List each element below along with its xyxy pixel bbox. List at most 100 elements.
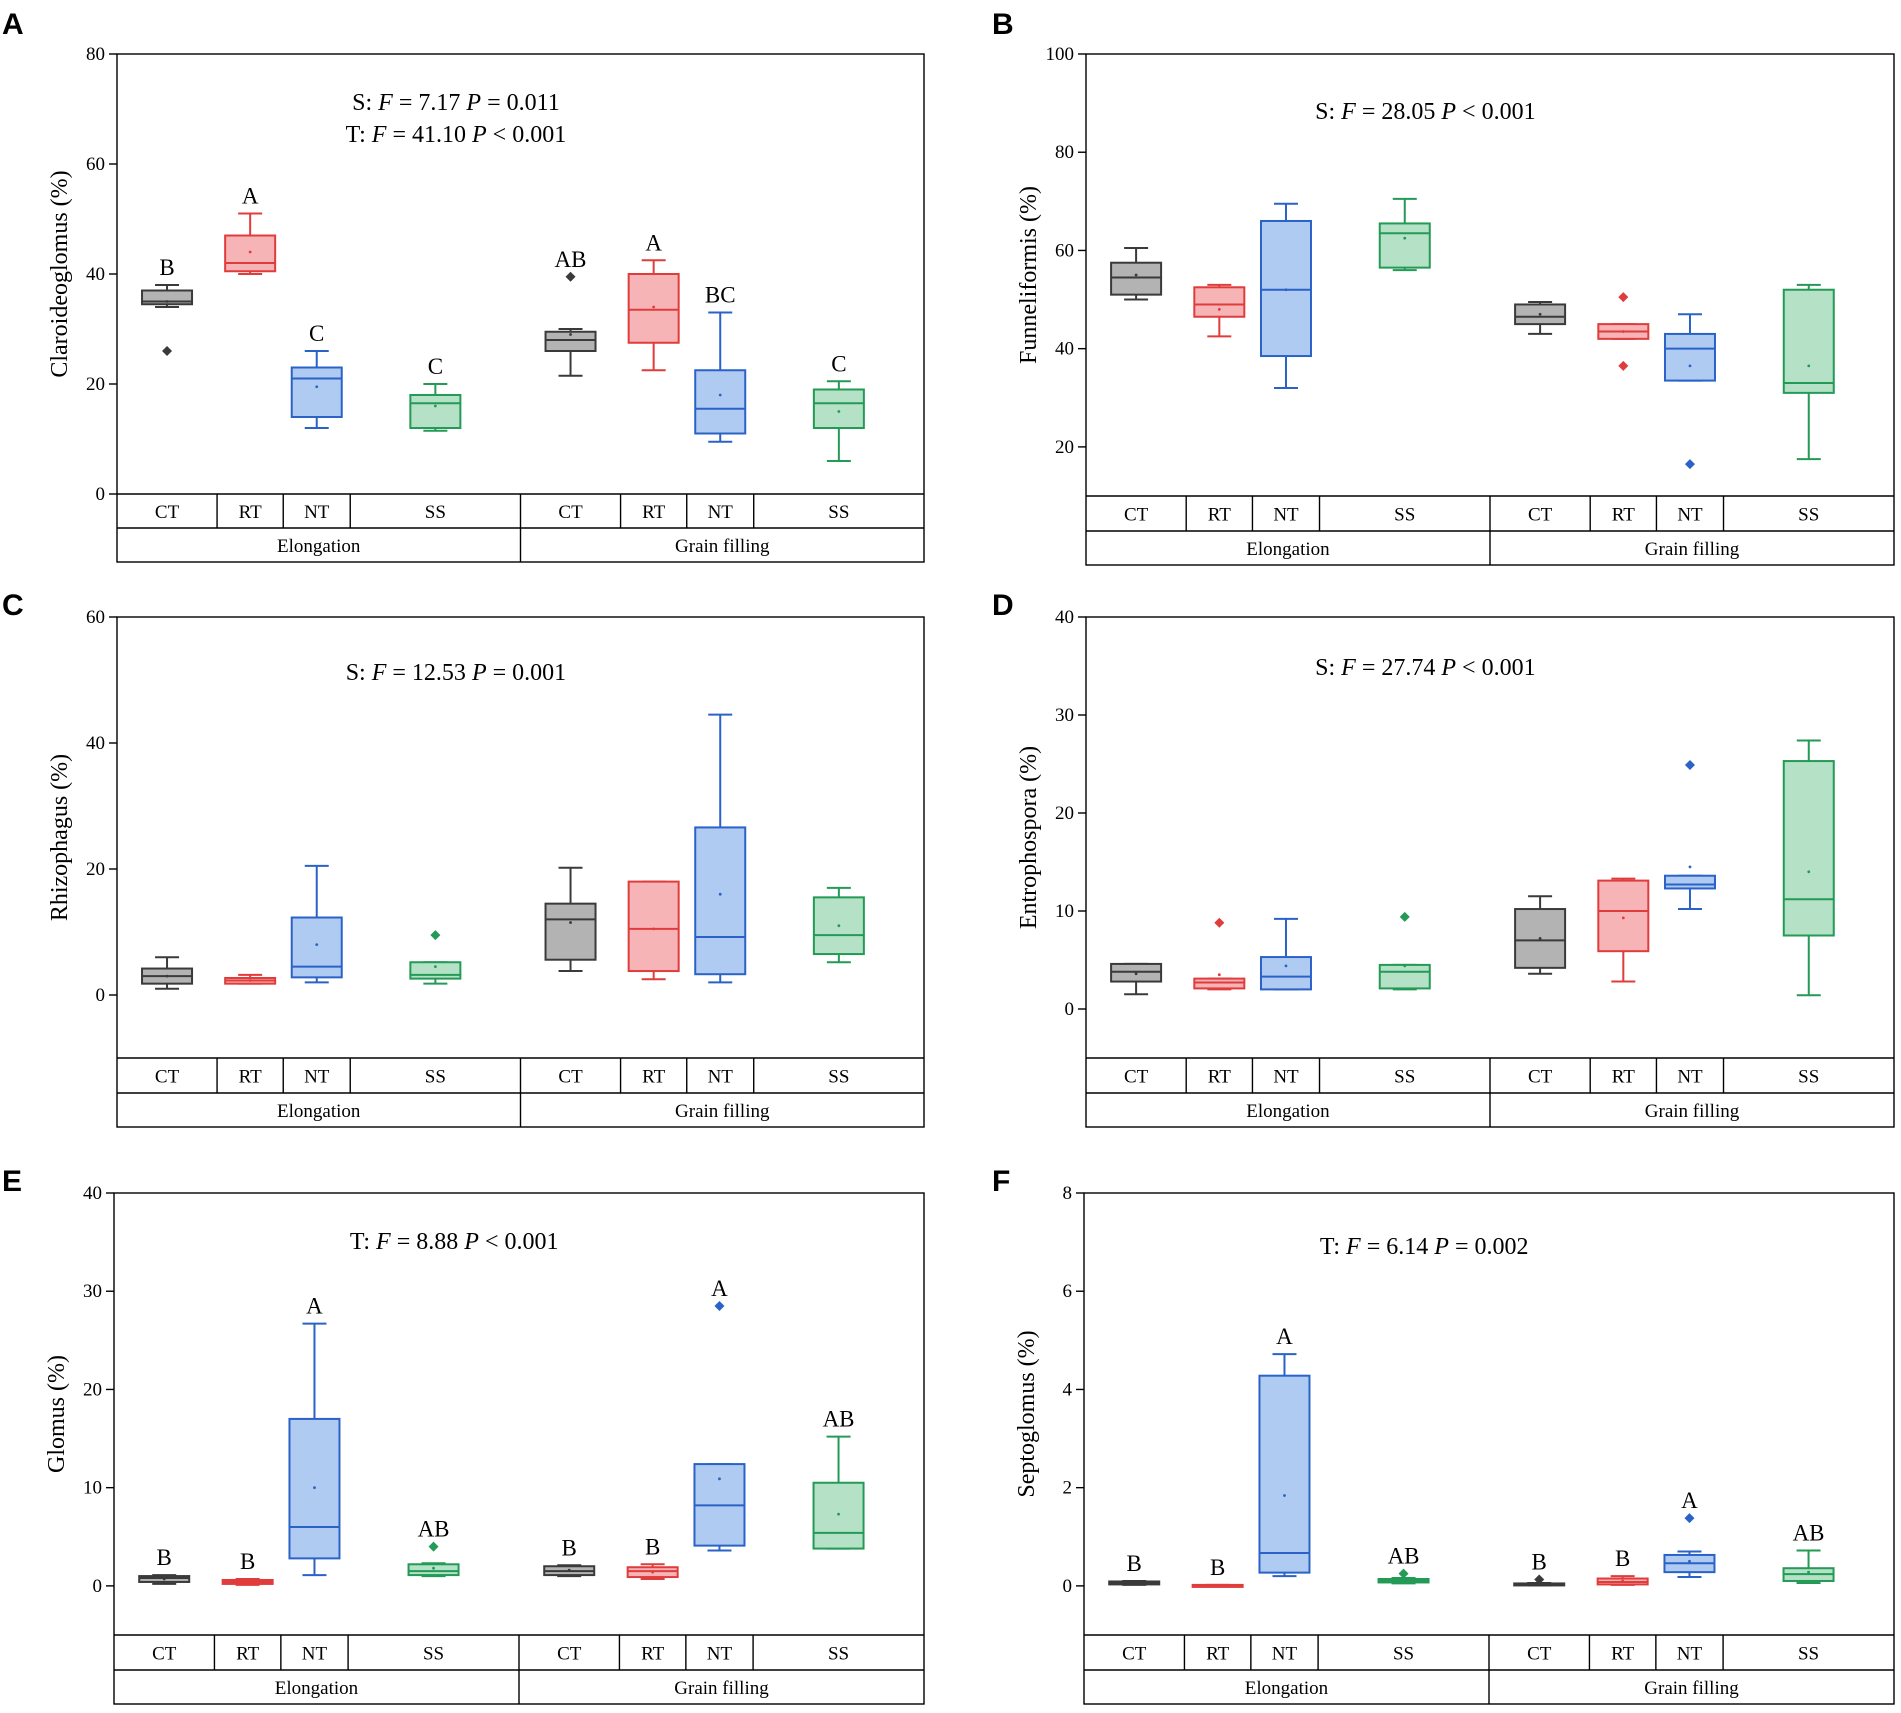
y-tick-label: 100 bbox=[1046, 44, 1075, 65]
outlier-point bbox=[1684, 1513, 1695, 1524]
box-iqr bbox=[1782, 760, 1835, 937]
box-elongation-NT bbox=[1259, 917, 1312, 991]
category-label: CT bbox=[1528, 505, 1553, 526]
significance-letter: B bbox=[1210, 1555, 1225, 1580]
significance-letter: C bbox=[831, 351, 846, 376]
box-elongation-CT bbox=[1110, 246, 1163, 301]
mean-point bbox=[165, 974, 169, 978]
panel-A: A 0 20 40 60 80 Claroideoglomus (%) CT RT NT SS CT R… bbox=[2, 8, 925, 563]
box-grain-filling-SS: C bbox=[812, 351, 865, 462]
box-elongation-RT bbox=[1193, 283, 1246, 338]
y-tick-label: 40 bbox=[86, 733, 105, 754]
significance-letter: B bbox=[562, 1535, 577, 1560]
box-iqr bbox=[1663, 332, 1716, 382]
mean-point bbox=[718, 393, 722, 397]
category-label: SS bbox=[425, 1067, 446, 1088]
mean-point bbox=[567, 1568, 571, 1572]
category-label: CT bbox=[558, 502, 583, 523]
y-tick-label: 2 bbox=[1063, 1478, 1073, 1499]
y-tick-label: 20 bbox=[86, 859, 105, 880]
box-grain-filling-SS: AB bbox=[812, 1407, 865, 1550]
stage-label: Elongation bbox=[1245, 1678, 1329, 1699]
y-tick-label: 0 bbox=[1063, 1576, 1073, 1597]
plot-frame bbox=[1085, 616, 1895, 1128]
box-iqr bbox=[544, 902, 597, 961]
outlier-point bbox=[1398, 1568, 1409, 1579]
stage-label: Grain filling bbox=[1644, 1678, 1739, 1699]
significance-letter: AB bbox=[1388, 1544, 1420, 1569]
category-label: RT bbox=[236, 1644, 260, 1665]
category-label: CT bbox=[1527, 1644, 1552, 1665]
category-label: RT bbox=[1612, 505, 1636, 526]
category-label: RT bbox=[1208, 505, 1232, 526]
mean-point bbox=[1216, 1583, 1220, 1587]
box-iqr bbox=[1378, 963, 1431, 990]
mean-point bbox=[1688, 364, 1692, 368]
box-iqr bbox=[409, 394, 462, 429]
significance-letter: C bbox=[428, 354, 443, 379]
outlier-point bbox=[1399, 911, 1410, 922]
category-label: SS bbox=[1798, 1067, 1819, 1088]
significance-letter: A bbox=[1276, 1324, 1293, 1349]
stat-annotation: S: F = 7.17 P = 0.011 bbox=[352, 90, 560, 116]
stage-label: Grain filling bbox=[674, 1678, 769, 1699]
category-label: NT bbox=[707, 1644, 733, 1665]
box-iqr bbox=[290, 916, 343, 979]
box-iqr bbox=[694, 369, 747, 435]
category-label: SS bbox=[1394, 505, 1415, 526]
mean-point bbox=[1538, 937, 1542, 940]
category-label: SS bbox=[1393, 1644, 1414, 1665]
mean-point bbox=[1284, 288, 1288, 292]
significance-letter: B bbox=[1127, 1551, 1142, 1576]
box-grain-filling-RT bbox=[1597, 877, 1650, 983]
mean-point bbox=[718, 892, 722, 896]
mean-point bbox=[313, 1486, 316, 1490]
y-tick-label: 20 bbox=[1055, 437, 1074, 458]
mean-point bbox=[1132, 1581, 1136, 1585]
box-grain-filling-SS: AB bbox=[1782, 1521, 1835, 1584]
box-elongation-CT: B bbox=[138, 1545, 191, 1585]
y-tick-label: 0 bbox=[1065, 999, 1075, 1020]
box-grain-filling-NT bbox=[1663, 313, 1716, 470]
category-label: RT bbox=[239, 502, 263, 523]
y-tick-label: 6 bbox=[1063, 1281, 1073, 1302]
panel-label: C bbox=[2, 589, 24, 622]
stage-label: Grain filling bbox=[1645, 539, 1740, 560]
category-label: SS bbox=[828, 1644, 849, 1665]
y-tick-label: 40 bbox=[86, 264, 105, 285]
panel-label: E bbox=[2, 1165, 22, 1198]
box-elongation-RT: A bbox=[224, 184, 277, 275]
y-tick-label: 20 bbox=[1055, 803, 1074, 824]
y-tick-label: 30 bbox=[1055, 705, 1074, 726]
significance-letter: B bbox=[159, 255, 174, 280]
category-label: RT bbox=[239, 1067, 263, 1088]
stat-annotation: T: F = 8.88 P < 0.001 bbox=[350, 1229, 559, 1255]
category-label: NT bbox=[708, 502, 734, 523]
box-iqr bbox=[224, 234, 277, 273]
mean-point bbox=[652, 927, 656, 931]
box-iqr bbox=[1258, 1374, 1311, 1574]
mean-point bbox=[569, 333, 572, 336]
mean-point bbox=[248, 250, 252, 254]
box-elongation-SS bbox=[1378, 197, 1431, 272]
y-tick-label: 10 bbox=[83, 1478, 102, 1499]
box-grain-filling-CT bbox=[1514, 895, 1567, 975]
category-label: SS bbox=[1394, 1067, 1415, 1088]
significance-letter: A bbox=[306, 1294, 323, 1319]
box-iqr bbox=[1259, 956, 1312, 991]
mean-point bbox=[1403, 964, 1407, 968]
box-iqr bbox=[694, 826, 747, 976]
box-elongation-NT: A bbox=[1258, 1324, 1311, 1578]
significance-letter: AB bbox=[1793, 1521, 1825, 1546]
panel-E: E 0 10 20 30 40 Glomus (%) CT RT NT SS CT RT NT SS Elon… bbox=[2, 1165, 925, 1705]
stage-label: Elongation bbox=[275, 1678, 359, 1699]
mean-point bbox=[1134, 972, 1138, 976]
box-elongation-NT bbox=[290, 864, 343, 984]
y-tick-label: 20 bbox=[86, 374, 105, 395]
box-iqr bbox=[627, 880, 680, 973]
box-grain-filling-RT: B bbox=[1596, 1546, 1649, 1586]
box-iqr bbox=[1378, 222, 1431, 269]
category-label: NT bbox=[1677, 1067, 1703, 1088]
mean-point bbox=[1621, 916, 1625, 920]
y-axis-label: Entrophospora (%) bbox=[1016, 746, 1042, 929]
